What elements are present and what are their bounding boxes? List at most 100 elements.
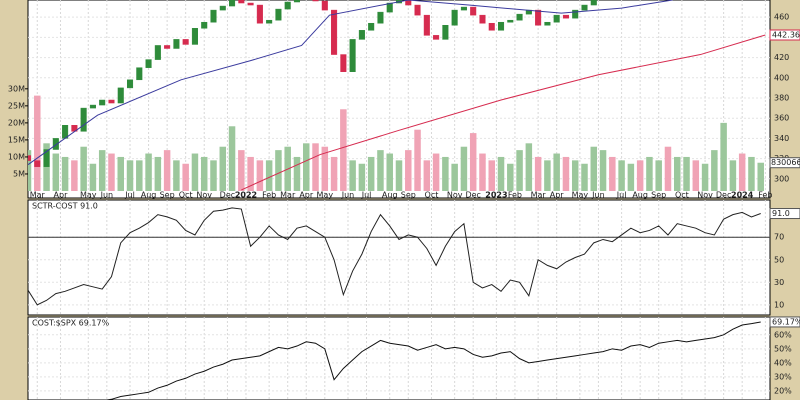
candle bbox=[247, 2, 254, 6]
x-tick-label: Dec bbox=[220, 191, 235, 200]
x-tick-label: Oct bbox=[425, 191, 439, 200]
volume-bar bbox=[609, 156, 616, 191]
volume-bar bbox=[321, 146, 329, 191]
y-tick-label: 400 bbox=[774, 73, 789, 82]
x-tick-label: Aug bbox=[141, 191, 157, 200]
volume-bar bbox=[28, 150, 32, 191]
volume-bar bbox=[553, 153, 560, 191]
volume-bar bbox=[497, 156, 505, 191]
candle bbox=[256, 4, 263, 24]
indicator-line bbox=[103, 321, 761, 400]
volume-bar bbox=[516, 150, 523, 191]
y-tick-label: 30 bbox=[774, 278, 784, 287]
volume-bar bbox=[571, 160, 579, 191]
volume-bar bbox=[256, 160, 264, 191]
y-tick-label: 20% bbox=[774, 386, 792, 395]
volume-bar bbox=[488, 160, 495, 191]
candle bbox=[34, 160, 41, 167]
volume-bar bbox=[525, 143, 533, 191]
x-tick-label: Jul bbox=[124, 191, 135, 200]
x-tick-label: Nov bbox=[196, 191, 212, 200]
candle bbox=[497, 21, 505, 31]
volume-bar bbox=[117, 156, 124, 191]
volume-bar bbox=[265, 160, 273, 191]
x-tick-label: Jun bbox=[100, 191, 114, 200]
volume-bar bbox=[674, 156, 681, 191]
volume-bar bbox=[182, 163, 189, 191]
y-tick-label: 300 bbox=[774, 174, 789, 183]
volume-bar bbox=[136, 160, 143, 191]
candle bbox=[479, 14, 486, 24]
volume-bar bbox=[340, 109, 347, 191]
y-tick-label: 420 bbox=[774, 53, 789, 62]
volume-bar bbox=[655, 160, 662, 191]
x-tick-label: Oct bbox=[179, 191, 193, 200]
volume-bar bbox=[377, 150, 384, 191]
candle bbox=[331, 9, 338, 55]
x-tick-label: Dec bbox=[716, 191, 731, 200]
candle bbox=[368, 22, 375, 31]
volume-bar bbox=[469, 133, 477, 191]
y-tick-label: 70 bbox=[774, 233, 784, 242]
volume-bar bbox=[126, 160, 134, 191]
volume-bar bbox=[581, 163, 588, 191]
x-tick-label: Apr bbox=[54, 191, 69, 200]
candle bbox=[52, 138, 59, 150]
volume-bar bbox=[395, 160, 403, 191]
candle bbox=[99, 99, 106, 106]
volume-bar bbox=[738, 153, 746, 191]
volume-last-label: 8300660 bbox=[771, 158, 800, 167]
volume-bar bbox=[701, 163, 709, 191]
candle bbox=[377, 11, 384, 24]
x-tick-label: Jul bbox=[616, 191, 627, 200]
candle bbox=[89, 104, 96, 109]
volume-bar bbox=[191, 153, 199, 191]
candle bbox=[349, 39, 356, 72]
candle bbox=[562, 14, 569, 19]
volume-tick-label: 5M bbox=[13, 169, 25, 178]
candle bbox=[219, 5, 226, 11]
x-tick-label: Apr bbox=[299, 191, 314, 200]
indicator-line bbox=[28, 207, 761, 306]
volume-bar bbox=[275, 150, 282, 191]
candle bbox=[80, 107, 87, 132]
candle bbox=[43, 149, 50, 167]
x-tick-label: Feb bbox=[262, 191, 276, 200]
volume-bar bbox=[442, 156, 449, 191]
candle bbox=[164, 45, 171, 49]
candle bbox=[405, 0, 412, 6]
x-tick-label: 2023 bbox=[485, 191, 507, 200]
volume-bar bbox=[729, 160, 737, 191]
candle bbox=[108, 99, 115, 104]
candle bbox=[145, 59, 152, 68]
candle bbox=[414, 4, 421, 16]
candle bbox=[266, 19, 273, 24]
volume-last-box bbox=[769, 157, 800, 169]
candle bbox=[442, 25, 449, 40]
volume-bar bbox=[460, 146, 468, 191]
x-tick-label: Feb bbox=[508, 191, 522, 200]
last-value-label: 442.36 bbox=[772, 30, 800, 39]
candle bbox=[28, 155, 32, 161]
volume-tick-label: 15M bbox=[8, 135, 25, 144]
volume-bar bbox=[720, 122, 727, 191]
y-tick-label: 360 bbox=[774, 114, 789, 123]
candle bbox=[117, 87, 124, 104]
y-tick-label: 30% bbox=[774, 372, 792, 381]
candle bbox=[386, 2, 393, 13]
volume-tick-label: 20M bbox=[8, 118, 25, 127]
y-tick-label: 60% bbox=[774, 330, 792, 339]
volume-bar bbox=[238, 150, 245, 191]
candle bbox=[321, 0, 328, 11]
volume-bar bbox=[544, 160, 551, 191]
volume-bar bbox=[748, 156, 755, 191]
x-tick-label: Apr bbox=[550, 191, 565, 200]
candle bbox=[460, 6, 467, 11]
candle bbox=[238, 0, 245, 4]
y-tick-label: 50% bbox=[774, 344, 792, 353]
volume-bar bbox=[43, 143, 50, 191]
volume-bar bbox=[386, 153, 393, 191]
x-tick-label: May bbox=[572, 191, 589, 200]
candle bbox=[451, 9, 458, 26]
y-tick-label: 40% bbox=[774, 358, 792, 367]
